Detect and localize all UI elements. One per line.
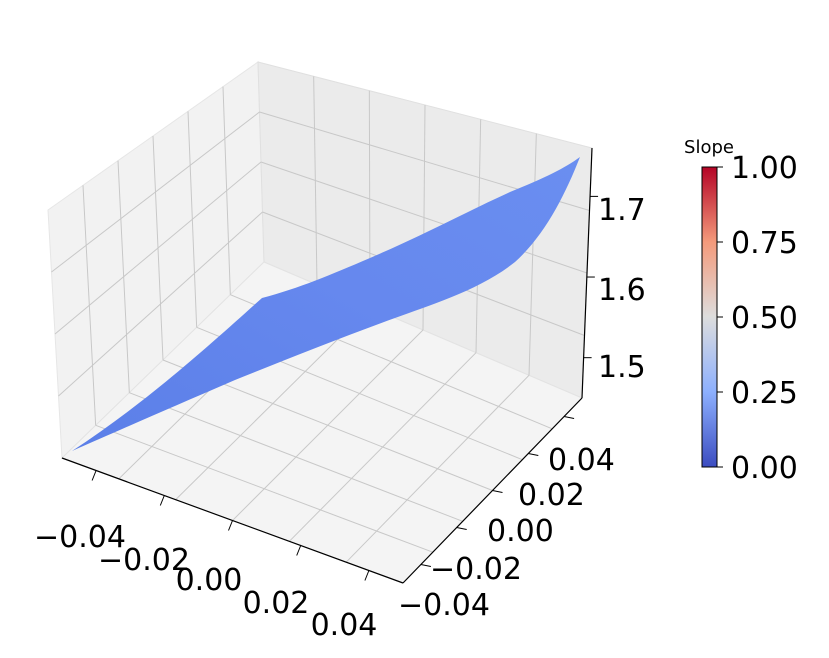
y-tick-mark <box>492 490 503 493</box>
grid-line <box>54 161 262 335</box>
x-tick-mark <box>91 470 97 481</box>
x-tick-label: 0.02 <box>243 586 310 621</box>
z-tick-label: 1.6 <box>598 273 646 308</box>
x-tick-label: 0.00 <box>176 563 243 598</box>
y-tick-label: −0.04 <box>398 588 490 623</box>
grid-line <box>95 424 434 553</box>
y-tick-mark <box>564 416 575 419</box>
x-tick-mark <box>296 545 302 556</box>
y-tick-mark <box>420 564 431 567</box>
z-tick-marks <box>583 195 599 359</box>
grid-line <box>51 111 260 273</box>
y-tick-label: −0.02 <box>430 552 522 587</box>
colorbar: Slope 0.00 0.25 0.50 0.75 1.00 <box>684 137 798 486</box>
grid-line <box>260 161 588 274</box>
y-tick-marks <box>420 416 575 567</box>
y-tick-label: 0.02 <box>518 478 585 513</box>
colorbar-tick-label: 0.25 <box>731 376 798 411</box>
y-tick-labels: −0.04 −0.02 0.00 0.02 0.04 <box>398 443 615 623</box>
colorbar-tick-labels: 0.00 0.25 0.50 0.75 1.00 <box>731 151 798 486</box>
colorbar-tick-label: 0.50 <box>731 301 798 336</box>
x-tick-label: −0.04 <box>34 520 126 555</box>
z-tick-label: 1.7 <box>598 193 646 228</box>
colorbar-tick-label: 1.00 <box>731 151 798 186</box>
colorbar-gradient <box>701 166 718 468</box>
colorbar-tick-label: 0.00 <box>731 451 798 486</box>
x-tick-mark <box>364 570 370 581</box>
x-tick-mark <box>228 520 233 531</box>
x-tick-labels: −0.04 −0.02 0.00 0.02 0.04 <box>34 520 377 643</box>
x-tick-label: 0.04 <box>311 608 378 643</box>
z-axis-line <box>581 147 593 399</box>
x-tick-label: −0.02 <box>98 543 190 578</box>
x-tick-mark <box>159 495 165 506</box>
x-tick-marks <box>91 470 370 581</box>
y-tick-mark <box>528 453 539 456</box>
surface-patch <box>72 157 580 451</box>
y-tick-mark <box>456 527 467 530</box>
y-tick-label: 0.00 <box>487 514 554 549</box>
z-tick-labels: 1.5 1.6 1.7 <box>598 193 646 385</box>
grid-line <box>58 211 263 397</box>
colorbar-tick-label: 0.75 <box>731 226 798 261</box>
colorbar-tick-marks <box>717 166 723 468</box>
colorbar-label: Slope <box>684 137 734 158</box>
y-tick-label: 0.04 <box>548 443 615 478</box>
z-tick-label: 1.5 <box>598 350 646 385</box>
